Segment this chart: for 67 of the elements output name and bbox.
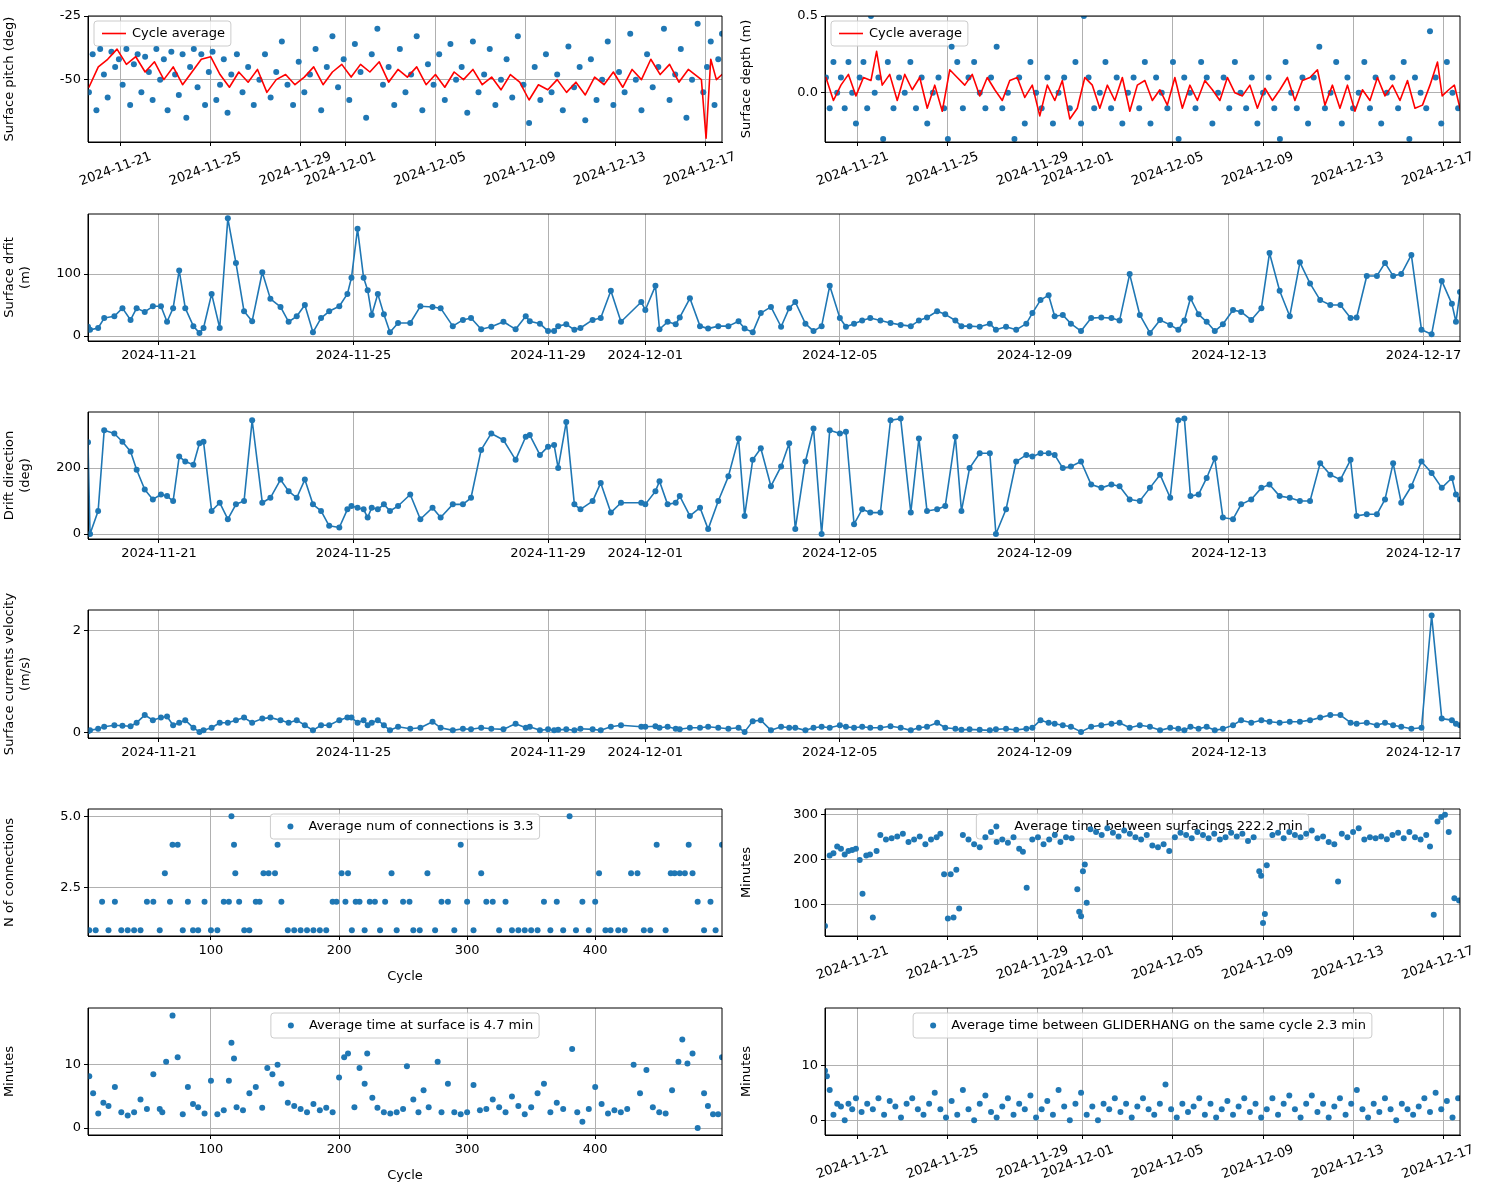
x-tick-label: 2024-12-01 bbox=[607, 347, 684, 363]
y-tick-label: 0 bbox=[809, 1111, 818, 1127]
x-tick-label: 100 bbox=[198, 942, 224, 958]
y-tick-label: 2.5 bbox=[60, 878, 81, 894]
legend-label: Average time between GLIDERHANG on the same cycle 2.3 min bbox=[951, 1016, 1366, 1032]
y-tick-label: 0 bbox=[72, 724, 81, 740]
legend-label: Cycle average bbox=[132, 24, 225, 40]
x-tick-label: 2024-12-05 bbox=[802, 744, 878, 760]
x-tick-label: 2024-12-01 bbox=[607, 744, 684, 760]
y-tick-label: 2 bbox=[72, 622, 81, 638]
x-tick-label: 400 bbox=[582, 1141, 608, 1157]
x-tick-label: 2024-12-13 bbox=[1191, 744, 1267, 760]
x-tick-label: 2024-11-25 bbox=[315, 545, 392, 561]
y-tick-label: 10 bbox=[64, 1056, 81, 1072]
x-tick-label: 2024-12-13 bbox=[1191, 545, 1267, 561]
x-axis-title: Cycle bbox=[387, 967, 423, 983]
y-axis-title: Minutes bbox=[738, 1045, 754, 1098]
y-tick-label: 0 bbox=[72, 525, 81, 541]
x-tick-label: 2024-11-25 bbox=[315, 744, 392, 760]
y-tick-label: 100 bbox=[793, 896, 818, 912]
y-tick-label: 5.0 bbox=[60, 807, 81, 823]
y-axis-title: Surface pitch (deg) bbox=[1, 16, 17, 142]
x-tick-label: 2024-11-29 bbox=[510, 347, 586, 363]
y-tick-label: 100 bbox=[56, 265, 81, 281]
y-tick-label: 200 bbox=[56, 459, 81, 475]
legend-label: Average time at surface is 4.7 min bbox=[308, 1016, 534, 1032]
x-tick-label: 2024-12-17 bbox=[1385, 744, 1462, 760]
y-tick-label: 0.0 bbox=[797, 84, 818, 100]
y-tick-label: -25 bbox=[59, 7, 81, 23]
x-tick-label: 300 bbox=[454, 942, 480, 958]
x-tick-label: 2024-12-17 bbox=[1385, 545, 1462, 561]
x-tick-label: 400 bbox=[582, 942, 608, 958]
y-tick-label: -50 bbox=[59, 71, 81, 87]
x-axis-title: Cycle bbox=[387, 1166, 423, 1182]
y-axis-title: Surface depth (m) bbox=[738, 19, 754, 139]
x-tick-label: 2024-12-05 bbox=[802, 347, 878, 363]
y-axis-title: N of connections bbox=[1, 817, 17, 927]
y-axis-title: Surface currents velocity (m/s) bbox=[1, 592, 32, 756]
x-tick-label: 2024-12-13 bbox=[1191, 347, 1267, 363]
y-axis-title: Minutes bbox=[1, 1045, 17, 1098]
y-axis-title: Surface drfit (m) bbox=[1, 237, 32, 318]
legend-label: Cycle average bbox=[869, 24, 962, 40]
x-tick-label: 2024-11-29 bbox=[510, 744, 586, 760]
x-tick-label: 2024-12-01 bbox=[607, 545, 684, 561]
y-tick-label: 200 bbox=[793, 851, 818, 867]
x-tick-label: 100 bbox=[198, 1141, 224, 1157]
x-tick-label: 2024-12-09 bbox=[996, 545, 1073, 561]
x-tick-label: 200 bbox=[326, 942, 352, 958]
x-tick-label: 200 bbox=[326, 1141, 352, 1157]
x-tick-label: 2024-12-05 bbox=[802, 545, 878, 561]
x-tick-label: 2024-11-25 bbox=[315, 347, 392, 363]
x-tick-label: 2024-11-21 bbox=[121, 347, 197, 363]
x-tick-label: 2024-11-21 bbox=[121, 545, 197, 561]
y-tick-label: 0.5 bbox=[797, 7, 818, 23]
x-tick-label: 300 bbox=[454, 1141, 480, 1157]
x-tick-label: 2024-12-17 bbox=[1385, 347, 1462, 363]
x-tick-label: 2024-11-21 bbox=[121, 744, 197, 760]
legend-label: Average num of connections is 3.3 bbox=[308, 817, 534, 833]
y-tick-label: 0 bbox=[72, 1119, 81, 1135]
x-tick-label: 2024-12-09 bbox=[996, 744, 1073, 760]
y-axis-title: Minutes bbox=[738, 846, 754, 899]
y-tick-label: 0 bbox=[72, 327, 81, 343]
x-tick-label: 2024-11-29 bbox=[510, 545, 586, 561]
y-tick-label: 10 bbox=[801, 1056, 818, 1072]
y-axis-title: Drift direction (deg) bbox=[1, 430, 32, 521]
y-tick-label: 300 bbox=[793, 806, 818, 822]
x-tick-label: 2024-12-09 bbox=[996, 347, 1073, 363]
